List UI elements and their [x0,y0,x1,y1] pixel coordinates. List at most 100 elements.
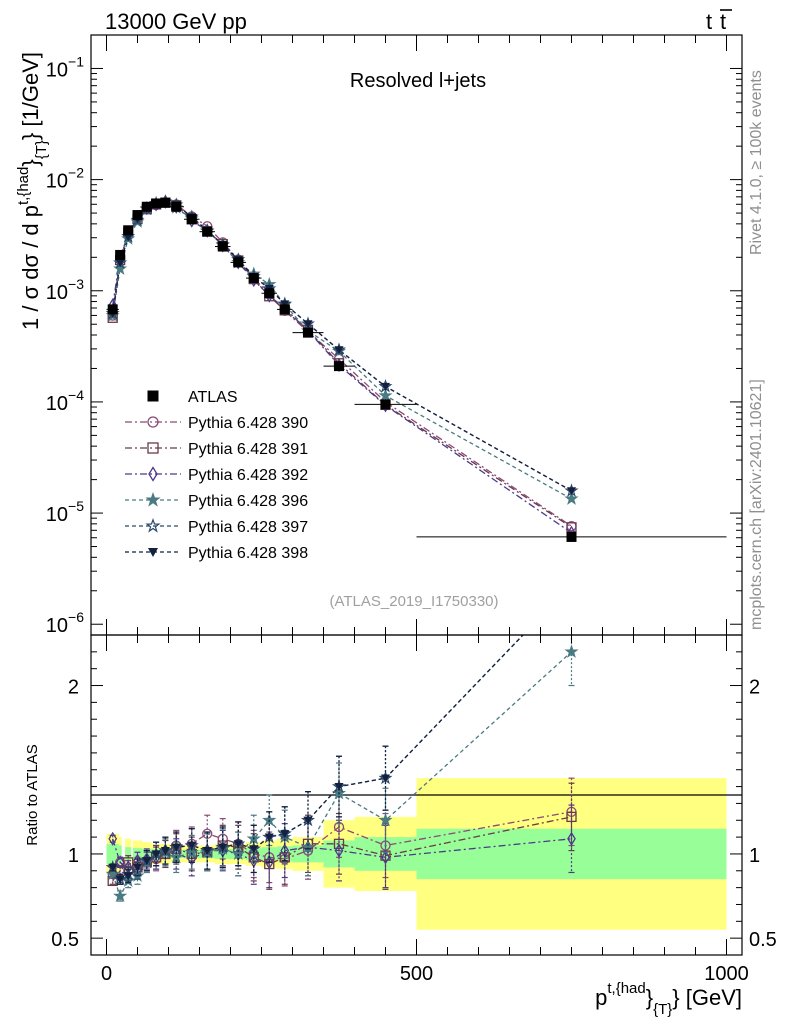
main-y-tick-label-base: 10 [46,504,68,526]
atlas-data-point [132,210,143,221]
atlas-data-point [202,226,213,237]
ratio-panel: 0.5 0.5 1 1 2 2 Ratio to ATLAS [24,634,777,956]
ratio-point-series-6 [115,875,125,884]
x-axis-label: pt,{had}{T}} [GeV] [595,980,742,1018]
main-y-tick-label-base: 10 [46,615,68,637]
legend-marker-series-3 [148,466,158,482]
x-axis: 0 500 1000 [101,35,749,985]
mcplots-reference-text: mcplots.cern.ch [arXiv:2401.10621] [748,379,765,630]
x-tick-label: 500 [400,963,433,985]
ratio-point-series-4 [300,839,316,854]
ratio-point-series-6 [280,830,290,839]
main-point-series-4 [113,261,128,275]
ratio-point-series-3 [567,831,576,846]
main-y-tick-label-exp: −3 [68,276,84,292]
main-y-tick-label-exp: −4 [68,387,84,403]
x-tick-label: 0 [101,963,112,985]
main-panel: Resolved l+jets (ATLAS_2019_I1750330) 10… [15,34,743,637]
x-label-p: p [595,985,607,1010]
ratio-y-tick-label-right: 1 [749,845,760,867]
ratio-y-axis: 0.5 0.5 1 1 2 2 [51,651,777,951]
legend-label-series-5: Pythia 6.428 397 [188,519,308,536]
ratio-point-series-4 [113,888,128,903]
x-tick-label: 1000 [704,963,749,985]
ratio-point-series-6 [151,850,161,859]
x-label-brace: } [646,985,653,1010]
main-y-tick-label: 10−4 [46,387,84,415]
legend-marker-series-2 [147,442,159,454]
ratio-stat-uncertainty-band [125,847,132,861]
main-y-tick-label: 10−5 [46,498,84,526]
header-right-title-t2: t [720,9,726,34]
legend-label-series-4: Pythia 6.428 396 [188,493,308,510]
legend-marker-series-5 [145,518,161,533]
ratio-point-series-6 [334,782,344,792]
main-y-tick-label: 10−6 [46,609,84,637]
chart-title: Resolved l+jets [350,70,486,92]
legend-marker-series-1 [147,416,159,428]
main-y-tick-label: 10−3 [46,276,84,304]
ratio-point-series-6 [381,774,390,783]
ratio-point-series-4 [564,644,579,658]
main-y-label-a: 1 / σ dσ / d p [18,205,43,330]
main-point-series-4 [378,388,393,402]
ratio-point-series-6 [171,843,181,852]
ratio-point-series-6 [108,863,118,872]
atlas-data-point [279,304,290,315]
legend-label-series-1: Pythia 6.428 390 [188,415,308,432]
ratio-point-series-3 [108,831,118,846]
main-point-series-2 [566,522,577,533]
header-right-title: t t [706,9,732,34]
ratio-point-series-4 [378,812,393,827]
main-point-series-6 [303,320,313,329]
atlas-data-point [233,257,244,268]
atlas-data-point [160,197,171,208]
ratio-point-series-6 [218,843,228,852]
main-point-series-6 [381,382,390,391]
main-point-series-6 [567,487,576,496]
ratio-point-series-6 [187,841,197,851]
ratio-point-series-3 [334,843,344,858]
atlas-data-point [303,327,313,338]
legend-label-series-6: Pythia 6.428 398 [188,545,308,562]
ratio-point-series-6 [264,833,274,842]
main-y-label-sup: t,{had [15,167,32,205]
main-y-tick-label-exp: −6 [68,609,84,625]
atlas-data-point [107,304,118,315]
ratio-y-tick-label-right: 0.5 [749,929,777,951]
atlas-data-point [141,201,152,212]
main-y-tick-label-base: 10 [46,59,68,81]
main-y-axis: 10−610−510−410−310−210−1 [46,34,742,637]
ratio-point-series-6 [142,857,152,866]
main-series-group [105,194,727,542]
ratio-series-group [105,635,579,903]
legend-marker-series-4 [145,492,161,507]
legend-label-series-0: ATLAS [188,389,238,406]
legend-marker-atlas [147,390,159,402]
header-left-title: 13000 GeV pp [105,9,247,34]
main-y-tick-label-base: 10 [46,393,68,415]
legend: ATLAS Pythia 6.428 390 Pythia 6.428 391 Pyt… [125,389,308,562]
main-y-axis-label: 1 / σ dσ / d pt,{had}{T}} [1/GeV] [15,52,50,330]
main-point-series-4 [564,491,579,505]
main-y-tick-label-base: 10 [46,282,68,304]
ratio-point-series-6 [233,840,243,849]
ratio-y-tick-label-right: 2 [749,677,760,699]
ratio-y-axis-label: Ratio to ATLAS [24,744,41,845]
main-y-tick-label: 10−2 [46,165,84,193]
main-point-series-6 [115,259,125,268]
ratio-point-series-6 [123,872,133,881]
atlas-data-point [334,361,344,372]
atlas-data-point [264,288,275,299]
x-label-sup: t,{had [607,980,645,997]
ratio-point-series-4 [231,846,246,860]
x-label-unit: } [GeV] [672,985,742,1010]
atlas-data-point [171,201,182,212]
ratio-point-series-3 [264,855,274,870]
legend-marker-series-6 [148,548,158,557]
main-y-tick-label-base: 10 [46,171,68,193]
atlas-data-point [151,198,162,209]
ratio-y-tick-label: 1 [68,845,79,867]
ratio-point-series-6 [303,816,313,825]
legend-label-series-3: Pythia 6.428 392 [188,467,308,484]
